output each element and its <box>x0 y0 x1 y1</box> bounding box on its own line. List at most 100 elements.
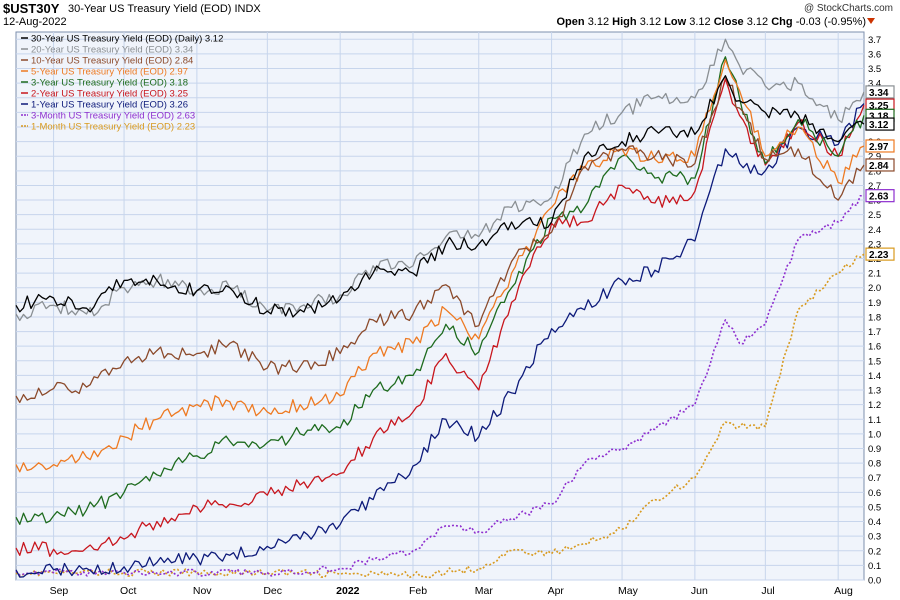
series-line-y5 <box>15 59 865 473</box>
y-tick-label: 0.1 <box>868 561 881 572</box>
ohlc-readout: Open 3.12 High 3.12 Low 3.12 Close 3.12 … <box>557 16 867 28</box>
y-tick-label: 2.4 <box>868 225 881 236</box>
y-tick-label: 3.5 <box>868 64 881 75</box>
chart-subtitle: 30-Year US Treasury Yield (EOD) INDX <box>68 3 261 15</box>
last-value-box-m1 <box>865 247 895 261</box>
last-value-text-y3: 3.18 <box>869 111 889 122</box>
last-value-text-y5: 2.97 <box>869 142 889 153</box>
open-value: 3.12 <box>587 16 610 28</box>
x-tick-label: Aug <box>834 585 853 597</box>
y-tick-label: 2.1 <box>868 269 881 280</box>
legend-entry-y5: 5-Year US Treasury Yield (EOD) 2.97 <box>31 67 188 78</box>
y-tick-label: 1.6 <box>868 342 881 353</box>
y-tick-label: 0.4 <box>868 517 881 528</box>
x-tick-label: Mar <box>475 585 494 597</box>
y-tick-label: 1.5 <box>868 356 881 367</box>
y-tick-label: 2.7 <box>868 181 881 192</box>
last-value-text-m3: 2.63 <box>869 192 889 203</box>
series-line-y20 <box>15 38 865 322</box>
chg-label: Chg <box>771 16 793 28</box>
x-axis: Sep Oct Nov Dec 2022 Feb Mar Apr May Jun Jul Aug <box>50 585 853 597</box>
y-tick-label: 3.7 <box>868 35 881 46</box>
low-value: 3.12 <box>689 16 711 28</box>
legend-entry-y3: 3-Year US Treasury Yield (EOD) 3.18 <box>31 78 188 89</box>
y-tick-label: 1.1 <box>868 415 881 426</box>
x-tick-label: Jul <box>761 585 774 597</box>
series-line-y1 <box>15 103 865 578</box>
series-line-m3 <box>15 194 865 577</box>
x-tick-label: Nov <box>193 585 212 597</box>
legend-entry-y2: 2-Year US Treasury Yield (EOD) 3.25 <box>31 89 188 100</box>
last-value-text-m1: 2.23 <box>869 250 889 261</box>
x-tick-label: 2022 <box>336 585 360 597</box>
series-line-y3 <box>15 56 865 525</box>
x-tick-label: May <box>618 585 639 597</box>
y-tick-label: 0.6 <box>868 488 881 499</box>
y-tick-label: 0.0 <box>868 576 881 587</box>
low-label: Low <box>664 16 687 28</box>
legend: 30-Year US Treasury Yield (EOD) (Daily) … <box>21 34 223 133</box>
x-tick-label: Feb <box>409 585 427 597</box>
copyright-label: @ StockCharts.com <box>803 3 893 14</box>
y-tick-label: 1.2 <box>868 400 881 411</box>
chart-header: $UST30Y 30-Year US Treasury Yield (EOD) … <box>0 0 900 30</box>
series-line-m1 <box>15 253 865 579</box>
y-tick-label: 2.8 <box>868 166 881 177</box>
y-tick-label: 0.9 <box>868 444 881 455</box>
y-tick-label: 1.9 <box>868 298 881 309</box>
x-tick-label: Oct <box>120 585 136 597</box>
last-value-text-y10: 2.84 <box>869 161 889 172</box>
legend-entry-y30: 30-Year US Treasury Yield (EOD) (Daily) … <box>31 34 223 45</box>
last-value-y30: 3.12 <box>865 117 895 131</box>
y-tick-label: 3.6 <box>868 49 881 60</box>
last-value-m3: 2.63 <box>865 189 895 203</box>
last-value-m1: 2.23 <box>865 247 895 261</box>
y-tick-label: 2.9 <box>868 152 881 163</box>
high-value: 3.12 <box>639 16 662 28</box>
chg-value: -0.03 (-0.95%) <box>795 16 866 28</box>
y-tick-label: 1.4 <box>868 371 881 382</box>
open-label: Open <box>556 16 585 28</box>
high-label: High <box>612 16 637 28</box>
last-value-y10: 2.84 <box>865 158 895 172</box>
close-value: 3.12 <box>746 16 769 28</box>
legend-entry-y10: 10-Year US Treasury Yield (EOD) 2.84 <box>31 56 193 67</box>
y-tick-label: 0.2 <box>868 546 881 557</box>
last-value-text-y30: 3.12 <box>869 120 889 131</box>
last-value-box-m3 <box>865 189 895 203</box>
last-value-box-y5 <box>865 139 895 153</box>
last-value-text-y2: 3.25 <box>869 101 889 112</box>
legend-entry-m1: 1-Month US Treasury Yield (EOD) 2.23 <box>31 122 195 133</box>
y-tick-label: 0.3 <box>868 532 881 543</box>
close-label: Close <box>713 16 744 28</box>
y-tick-label: 1.7 <box>868 327 881 338</box>
series-lines <box>15 38 865 579</box>
y-tick-label: 2.5 <box>868 210 881 221</box>
chg-down-arrow-icon <box>867 18 875 24</box>
x-tick-label: Dec <box>263 585 282 597</box>
last-value-labels: 3.34 3.253.183.12 2.97 2.84 2.63 2.23 <box>865 85 895 261</box>
plot-area <box>15 31 865 581</box>
x-tick-label: Sep <box>50 585 69 597</box>
y-tick-label: 2.3 <box>868 239 881 250</box>
y-tick-label: 1.3 <box>868 386 881 397</box>
series-line-y30 <box>15 75 865 318</box>
symbol-label: $UST30Y <box>3 1 60 16</box>
legend-entry-m3: 3-Month US Treasury Yield (EOD) 2.63 <box>31 111 195 122</box>
chart-date: 12-Aug-2022 <box>3 16 67 28</box>
series-line-y2 <box>15 78 865 557</box>
last-value-box-y10 <box>865 158 895 172</box>
x-gridlines <box>53 32 839 580</box>
last-value-box-y30 <box>865 117 895 131</box>
y-tick-label: 0.7 <box>868 473 881 484</box>
last-value-y5: 2.97 <box>865 139 895 153</box>
last-value-y20: 3.34 <box>865 85 895 99</box>
y-tick-label: 0.5 <box>868 502 881 513</box>
x-tick-label: Apr <box>548 585 565 597</box>
y-tick-label: 2.0 <box>868 283 881 294</box>
y-tick-label: 1.0 <box>868 429 881 440</box>
x-tick-label: Jun <box>691 585 708 597</box>
y-tick-label: 1.8 <box>868 312 881 323</box>
legend-entry-y20: 20-Year US Treasury Yield (EOD) 3.34 <box>31 45 193 56</box>
